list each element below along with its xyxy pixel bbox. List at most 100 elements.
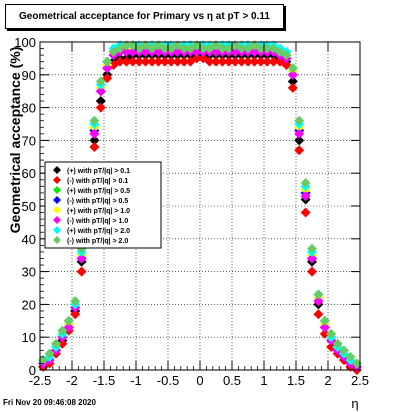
data-point — [76, 266, 87, 277]
y-tick-label: 60 — [22, 166, 36, 181]
x-tick-label: 1 — [260, 373, 267, 388]
data-point — [287, 82, 298, 93]
data-point — [307, 253, 317, 264]
data-point — [351, 358, 362, 369]
x-tick-label: 0.5 — [223, 373, 241, 388]
data-point — [307, 243, 317, 254]
timestamp-footer: Fri Nov 20 09:46:08 2020 — [3, 398, 96, 407]
data-point — [121, 40, 132, 51]
data-point — [44, 348, 55, 359]
y-tick-label: 20 — [22, 297, 36, 312]
y-tick-label: 70 — [22, 133, 36, 148]
x-tick-labels: -2.5 -2 -1.5 -1 -0.5 0 0.5 1 1.5 2 2.5 — [29, 373, 369, 388]
legend-marker — [53, 206, 61, 214]
data-point — [230, 56, 241, 67]
y-axis-label: Geometrical acceptance (%) — [7, 47, 23, 234]
data-point — [179, 43, 189, 54]
data-point — [236, 43, 247, 54]
data-point — [287, 76, 298, 87]
data-point — [63, 315, 74, 326]
legend-marker — [53, 196, 61, 204]
y-tick-label: 40 — [22, 232, 36, 247]
x-tick-label: -0.5 — [157, 373, 179, 388]
data-point — [115, 56, 125, 67]
data-point — [223, 56, 234, 67]
data-point — [300, 207, 311, 218]
data-point — [211, 56, 221, 67]
y-tick-label: 50 — [22, 199, 36, 214]
data-point — [294, 115, 305, 126]
y-tick-label: 10 — [22, 330, 36, 345]
data-point — [121, 56, 132, 67]
data-point — [140, 56, 151, 67]
data-point — [179, 56, 189, 67]
data-point — [95, 96, 106, 107]
data-point — [255, 43, 266, 54]
data-point — [51, 338, 61, 349]
data-point — [326, 328, 337, 339]
data-point — [89, 115, 100, 126]
data-point — [95, 76, 106, 87]
axis-ticks — [39, 41, 361, 371]
data-point — [204, 56, 215, 67]
data-point — [76, 253, 87, 264]
x-tick-label: -1 — [130, 373, 142, 388]
data-point — [281, 50, 292, 61]
chart-title: Geometrical acceptance for Primary vs η … — [5, 4, 284, 29]
x-tick-label: -2 — [66, 373, 78, 388]
data-point — [38, 355, 49, 366]
data-point — [339, 345, 349, 356]
legend-box — [44, 161, 162, 249]
data-point — [236, 56, 247, 67]
data-point — [255, 56, 266, 67]
data-point — [217, 56, 228, 67]
data-point — [95, 86, 106, 97]
data-point — [102, 56, 113, 67]
x-tick-label: 0 — [196, 373, 203, 388]
legend-label: (-) with pT/|q| > 2.0 — [67, 238, 128, 245]
data-point — [191, 53, 202, 64]
data-point — [287, 69, 298, 80]
data-point — [198, 43, 209, 54]
data-point — [294, 128, 305, 139]
data-point — [95, 102, 106, 113]
data-point — [294, 145, 305, 156]
data-point — [172, 56, 183, 67]
data-point — [262, 43, 273, 54]
data-point — [159, 43, 170, 54]
data-point — [300, 191, 311, 202]
x-tick-label: -2.5 — [29, 373, 51, 388]
data-point — [102, 63, 113, 74]
data-point — [294, 135, 305, 146]
legend-label: (+) with pT/|q| > 1.0 — [67, 208, 130, 215]
data-point — [89, 141, 100, 152]
data-point — [70, 296, 81, 307]
legend-marker — [53, 216, 61, 224]
data-points — [38, 40, 362, 375]
y-tick-label: 80 — [22, 101, 36, 116]
legend: (+) with pT/|q| > 0.1 (-) with pT/|q| > 0… — [44, 161, 162, 249]
data-point — [313, 296, 324, 307]
y-tick-label: 100 — [14, 35, 36, 50]
data-point — [313, 309, 324, 320]
data-point — [313, 289, 324, 300]
data-point — [217, 43, 228, 54]
data-point — [57, 325, 68, 336]
data-point — [243, 56, 253, 67]
y-tick-labels: 0 10 20 30 40 50 60 70 80 90 100 — [14, 35, 36, 378]
data-point — [268, 56, 279, 67]
data-point — [300, 178, 311, 189]
x-axis-label: η — [351, 396, 358, 411]
data-point — [127, 56, 138, 67]
data-point — [134, 56, 145, 67]
legend-label: (-) with pT/|q| > 1.0 — [67, 218, 128, 225]
x-tick-label: -1.5 — [93, 373, 115, 388]
x-tick-label: 2.5 — [351, 373, 369, 388]
data-point — [153, 56, 164, 67]
legend-marker — [53, 176, 61, 184]
data-point — [147, 56, 157, 67]
data-point — [70, 309, 81, 320]
legend-marker — [53, 236, 61, 244]
data-point — [249, 56, 260, 67]
data-point — [345, 351, 356, 362]
